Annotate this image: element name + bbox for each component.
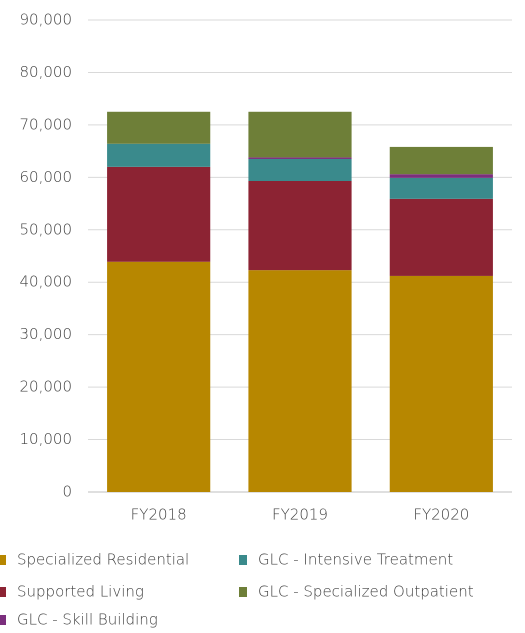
- bar-segment: [107, 143, 211, 167]
- bar-segment: [248, 270, 352, 492]
- legend-swatch: [0, 555, 6, 565]
- legend-label: GLC - Intensive Treatment: [258, 551, 453, 569]
- y-tick-label: 70,000: [20, 115, 73, 133]
- y-tick-label: 40,000: [20, 273, 73, 291]
- bar-segment: [389, 198, 493, 276]
- bar-segment: [389, 177, 493, 199]
- bar-segment: [107, 261, 211, 492]
- bar-segment: [389, 146, 493, 175]
- y-tick-label: 50,000: [20, 220, 73, 238]
- legend-swatch: [0, 587, 6, 597]
- y-tick-label: 80,000: [20, 63, 73, 81]
- bar-segment: [107, 111, 211, 144]
- x-tick-label: FY2019: [272, 506, 328, 524]
- x-tick-label: FY2018: [131, 506, 187, 524]
- y-tick-label: 90,000: [20, 11, 73, 29]
- legend-label: GLC - Specialized Outpatient: [258, 583, 474, 601]
- legend-label: GLC - Skill Building: [17, 611, 158, 629]
- bar-segment: [389, 275, 493, 492]
- bar-segment: [248, 111, 352, 158]
- bar-segment: [389, 174, 493, 178]
- legend-swatch: [239, 555, 247, 565]
- y-tick-label: 10,000: [20, 430, 73, 448]
- y-tick-label: 20,000: [20, 378, 73, 396]
- legend-label: Supported Living: [17, 583, 144, 601]
- bar-segment: [248, 158, 352, 182]
- bar-segment: [107, 166, 211, 262]
- y-tick-label: 30,000: [20, 325, 73, 343]
- bar-segment: [248, 157, 352, 159]
- x-tick-label: FY2020: [413, 506, 469, 524]
- legend-swatch: [0, 615, 6, 625]
- y-tick-label: 0: [62, 483, 72, 501]
- legend-label: Specialized Residential: [17, 551, 189, 569]
- y-tick-label: 60,000: [20, 168, 73, 186]
- legend-swatch: [239, 587, 247, 597]
- bar-segment: [248, 181, 352, 271]
